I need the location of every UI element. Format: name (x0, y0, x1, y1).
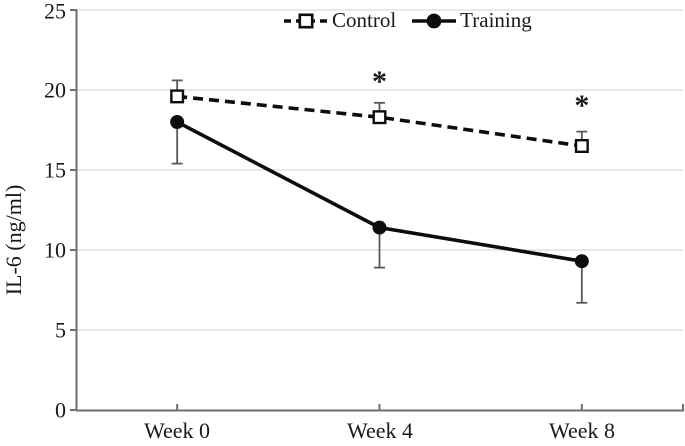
legend: Control Training (283, 8, 532, 33)
y-tick-label: 20 (44, 78, 66, 103)
significance-asterisk: * (574, 89, 589, 122)
y-axis-ticks (70, 9, 77, 411)
marker-control (574, 138, 589, 153)
marker-training (372, 220, 387, 235)
marker-control (372, 110, 387, 125)
marker-control (170, 89, 185, 104)
dashed-open-square-icon (284, 12, 328, 28)
axes-layer (70, 9, 684, 412)
marker-training (170, 115, 185, 129)
legend-label-training: Training (460, 8, 532, 32)
marker-training (574, 254, 589, 269)
significance-asterisk: * (372, 65, 387, 98)
y-tick-label: 25 (44, 0, 66, 24)
legend-item-control: Control (283, 8, 396, 33)
series-layer (170, 79, 589, 304)
legend-item-training: Training (411, 8, 532, 33)
x-tick-label: Week 4 (347, 418, 413, 443)
y-tick-label: 5 (55, 318, 66, 343)
x-tick-label: Week 8 (549, 418, 615, 443)
y-axis-title: IL-6 (ng/ml) (1, 185, 26, 296)
gridlines-layer (76, 9, 683, 331)
x-tick-labels: Week 0 Week 4 Week 8 (144, 418, 615, 443)
series-line-control (176, 94, 583, 148)
solid-filled-circle-icon (412, 13, 457, 28)
x-tick-label: Week 0 (144, 418, 210, 443)
y-tick-label: 0 (55, 398, 66, 423)
y-tick-labels: 25 20 15 10 5 0 (44, 0, 66, 423)
y-tick-label: 15 (44, 158, 66, 183)
x-axis-ticks (176, 404, 684, 411)
y-tick-label: 10 (44, 238, 66, 263)
legend-label-control: Control (332, 8, 397, 32)
annotations-layer: ** (372, 65, 589, 122)
